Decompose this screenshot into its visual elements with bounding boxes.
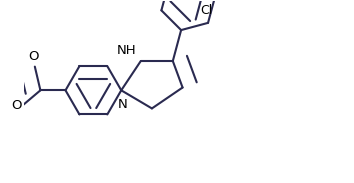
Text: NH: NH bbox=[117, 44, 137, 57]
Text: O: O bbox=[11, 99, 22, 112]
Text: O: O bbox=[28, 50, 39, 63]
Text: N: N bbox=[118, 98, 127, 111]
Text: Cl: Cl bbox=[200, 4, 213, 17]
